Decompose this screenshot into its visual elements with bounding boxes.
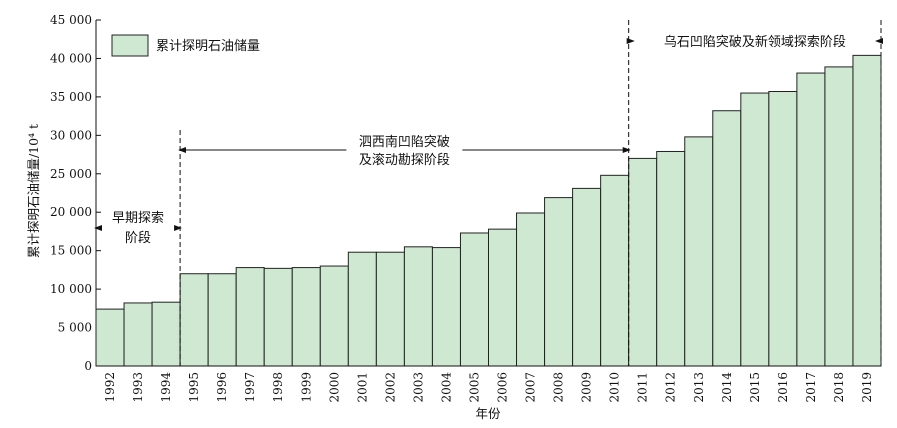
legend: 累计探明石油储量: [111, 34, 260, 57]
bar-2011: [628, 157, 658, 367]
bar-2019: [852, 54, 882, 367]
x-tick-label: 2008: [552, 372, 566, 403]
x-tick-label: 2013: [692, 372, 706, 403]
x-tick-label: 2014: [720, 372, 734, 403]
y-tick-label: 15 000: [50, 244, 92, 258]
bar-2008: [544, 197, 574, 367]
y-tick-label: 0: [84, 359, 92, 373]
x-tick-label: 2002: [383, 372, 397, 403]
x-tick-label: 1994: [159, 372, 173, 403]
x-tick-label: 1998: [271, 372, 285, 403]
x-tick-label: 1997: [243, 372, 257, 403]
bar-2017: [796, 72, 826, 367]
y-tick-label: 30 000: [50, 128, 92, 142]
x-tick-label: 2010: [608, 372, 622, 403]
phase-label: 及滚动勘探阶段: [359, 152, 450, 168]
x-tick-label: 1999: [299, 372, 313, 403]
bars: [95, 54, 882, 367]
x-tick-label: 2009: [580, 372, 594, 403]
bar-2001: [347, 251, 377, 367]
x-tick-label: 1993: [131, 372, 145, 403]
x-tick-label: 2005: [467, 372, 481, 403]
bar-1997: [235, 267, 265, 367]
x-tick-label: 2011: [636, 372, 650, 403]
x-axis-title: 年份: [475, 406, 501, 421]
legend-swatch: [111, 34, 149, 57]
legend-label: 累计探明石油储量: [156, 39, 260, 54]
x-tick-label: 2012: [664, 372, 678, 403]
y-axis-title: 累计探明石油储量/10⁴ t: [26, 124, 41, 258]
bar-1998: [263, 267, 293, 367]
x-tick-label: 2004: [439, 372, 453, 403]
bar-1992: [95, 308, 125, 367]
bar-2000: [319, 265, 349, 367]
x-tick-label: 2006: [496, 372, 510, 403]
bar-1993: [123, 302, 153, 367]
y-axis: 0 5 000 10 000 15 000 20 000 25 000 30 000 35 0…: [50, 13, 101, 373]
bar-2016: [768, 91, 798, 367]
x-tick-label: 2019: [860, 372, 874, 403]
y-tick-label: 25 000: [50, 167, 92, 181]
x-tick-label: 2000: [327, 372, 341, 403]
phase-label: 阶段: [125, 231, 151, 246]
x-tick-label: 1996: [215, 372, 229, 403]
y-tick-label: 5 000: [58, 321, 92, 335]
x-tick-label: 2016: [776, 372, 790, 403]
bar-2004: [431, 247, 461, 367]
x-tick-label: 2003: [411, 372, 425, 403]
y-tick-label: 45 000: [50, 13, 92, 27]
bar-2005: [459, 232, 490, 367]
bar-2015: [740, 92, 770, 367]
x-tick-label: 1995: [187, 372, 201, 403]
bar-2014: [712, 110, 742, 367]
x-tick-label: 2007: [524, 372, 538, 403]
y-tick-label: 10 000: [50, 282, 92, 296]
bar-2006: [488, 228, 518, 367]
phase-label: 乌石凹陷突破及新领域探索阶段: [664, 34, 846, 50]
y-tick-label: 40 000: [50, 51, 92, 65]
bar-2002: [375, 251, 405, 367]
phase-label: 早期探索: [112, 211, 164, 226]
bar-2003: [403, 246, 433, 367]
bar-1994: [151, 301, 181, 367]
bar-1995: [179, 273, 209, 367]
bar-2012: [656, 150, 686, 367]
bar-1996: [207, 273, 237, 367]
bar-1999: [291, 267, 321, 367]
x-tick-label: 2017: [804, 372, 818, 403]
bar-2007: [516, 212, 546, 367]
x-tick-label: 1992: [103, 372, 117, 403]
x-tick-label: 2015: [748, 372, 762, 403]
bar-2013: [684, 136, 714, 367]
phase-label: 泗西南凹陷突破: [359, 134, 450, 150]
y-tick-label: 20 000: [50, 205, 92, 219]
y-tick-label: 35 000: [50, 90, 92, 104]
x-tick-label: 2018: [832, 372, 846, 403]
bar-2018: [824, 66, 854, 367]
bar-2009: [572, 187, 602, 367]
x-tick-label: 2001: [355, 372, 369, 403]
bar-2010: [600, 174, 630, 367]
x-axis: 1992 1993 1994 1995 1996 1997 1998 1999 2000 2001…: [96, 365, 881, 403]
